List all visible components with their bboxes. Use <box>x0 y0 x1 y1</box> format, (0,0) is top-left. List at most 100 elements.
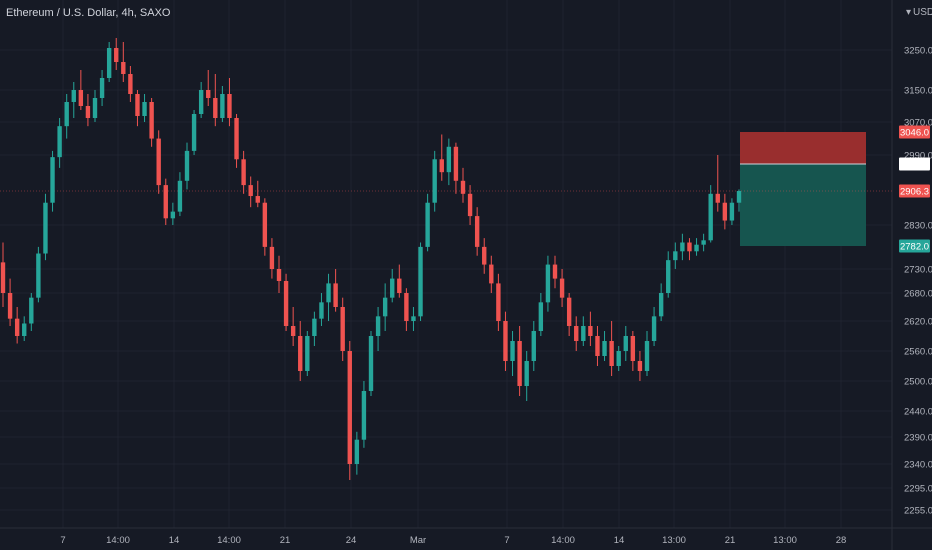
candle-body <box>680 242 685 252</box>
x-tick-label: Mar <box>410 535 426 546</box>
candle <box>368 331 374 396</box>
candle <box>206 70 211 106</box>
candle <box>326 273 331 321</box>
candle <box>687 238 692 261</box>
candle-body <box>262 202 268 247</box>
candle <box>390 269 395 303</box>
candle <box>248 176 253 208</box>
candle-body <box>255 196 260 203</box>
candle-body <box>694 244 699 252</box>
candle-body <box>439 159 444 173</box>
candle-body <box>524 361 529 386</box>
candle <box>333 269 338 312</box>
candle-body <box>474 216 480 247</box>
currency-selector[interactable]: ▾ USD <box>906 6 932 18</box>
candle-body <box>623 336 628 351</box>
candle <box>255 180 260 208</box>
candle-body <box>658 293 664 317</box>
candle <box>736 189 742 212</box>
candle-body <box>397 278 402 293</box>
candle-body <box>368 336 374 391</box>
price-tags: 3046.0 2969.0 2906.3 2782.0 <box>899 125 930 253</box>
candle-body <box>78 90 84 106</box>
entry-price-tag-text: 2969.0 <box>900 159 929 170</box>
candle-body <box>163 185 168 219</box>
x-tick-label: 14 <box>614 535 625 546</box>
current-price-tag: 2906.3 <box>899 184 930 198</box>
candle-body <box>283 281 289 326</box>
candle-body <box>43 202 48 254</box>
candle-body <box>411 316 416 321</box>
candle-body <box>121 62 126 74</box>
x-tick-label: 13:00 <box>773 535 797 546</box>
candle <box>57 118 62 168</box>
candle-body <box>213 98 218 118</box>
candle <box>708 185 713 243</box>
candle <box>496 273 501 331</box>
candle <box>114 38 119 70</box>
candle <box>588 311 593 346</box>
candle <box>213 74 218 127</box>
candle-body <box>574 326 579 341</box>
entry-price-tag: 2969.0 <box>899 157 930 171</box>
take-profit-zone <box>740 164 866 246</box>
stop-price-tag: 3046.0 <box>899 125 930 139</box>
x-tick-label: 7 <box>504 535 509 546</box>
candle-body <box>269 246 275 269</box>
candle <box>673 242 678 269</box>
candle-body <box>736 191 742 203</box>
x-tick-label: 14:00 <box>106 535 130 546</box>
candle-body <box>333 283 338 307</box>
candle-body <box>602 341 607 356</box>
candle <box>262 198 268 256</box>
candle-body <box>149 102 154 139</box>
candle-body <box>609 341 614 366</box>
candle <box>198 82 204 118</box>
candle <box>220 86 225 122</box>
candle <box>602 331 607 361</box>
candle-body <box>673 251 678 261</box>
candle <box>156 130 161 194</box>
candle <box>446 138 452 186</box>
candle <box>609 321 614 376</box>
time-axis[interactable]: 7 14:00 14 14:00 21 24 Mar 7 14:00 14 13:00 21 13:00… <box>60 535 846 546</box>
price-axis[interactable]: 3250.0 3150.0 3070.0 2990.0 2830.0 2730.0 2680… <box>904 46 932 517</box>
candle-body <box>142 102 147 116</box>
candle-body <box>637 361 643 371</box>
x-tick-label: 14 <box>169 535 180 546</box>
candle-body <box>114 48 119 62</box>
candle-body <box>722 202 728 221</box>
y-tick-label: 2990.0 <box>904 151 932 162</box>
y-tick-label: 2500.0 <box>904 377 932 388</box>
stop-price-tag-bg <box>899 125 930 139</box>
candle <box>312 311 317 346</box>
candle <box>121 42 126 82</box>
y-tick-label: 2390.0 <box>904 433 932 444</box>
candle-body <box>248 185 253 197</box>
candle <box>418 242 423 321</box>
candle <box>517 326 522 396</box>
candle-body <box>701 240 706 245</box>
candle <box>234 114 239 168</box>
candle-body <box>198 90 204 114</box>
y-tick-label: 3250.0 <box>904 46 932 57</box>
candle <box>29 293 34 331</box>
candle-body <box>390 278 395 298</box>
candle <box>305 331 310 376</box>
x-tick-label: 7 <box>60 535 65 546</box>
candle-body <box>319 302 324 319</box>
entry-price-tag-bg <box>899 157 930 171</box>
candle <box>574 316 579 351</box>
candle-body <box>616 351 621 366</box>
candle-body <box>708 193 713 241</box>
y-tick-label: 2340.0 <box>904 460 932 471</box>
target-price-tag-bg <box>899 239 930 253</box>
candle <box>276 255 282 293</box>
candle-body <box>71 90 76 102</box>
candle-body <box>241 159 246 186</box>
x-tick-label: 24 <box>346 535 357 546</box>
x-tick-label: 13:00 <box>662 535 686 546</box>
candle-body <box>482 246 487 265</box>
candle-body <box>220 94 225 118</box>
